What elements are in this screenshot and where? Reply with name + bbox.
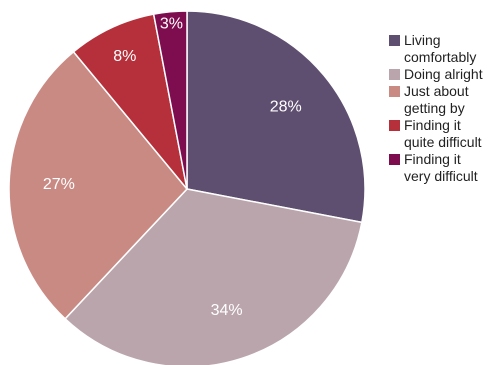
legend-item-2: Just about getting by — [389, 83, 501, 117]
pie-slice-4 — [152, 10, 188, 190]
legend-swatch — [389, 69, 400, 80]
legend-label: Finding it quite difficult — [404, 117, 482, 150]
pie-slice-2 — [8, 50, 188, 320]
legend-swatch — [389, 120, 400, 131]
legend-item-4: Finding it very difficult — [389, 151, 501, 185]
legend-swatch — [389, 35, 400, 46]
pie-slice-0 — [186, 10, 366, 224]
legend-swatch — [389, 154, 400, 165]
data-label-0: 28% — [270, 99, 302, 116]
pie-slice-3 — [72, 13, 188, 190]
legend-item-0: Living comfortably — [389, 32, 501, 66]
legend: Living comfortably Doing alright Just abou… — [389, 32, 501, 185]
legend-label: Doing alright — [404, 66, 483, 82]
pie-slice-1 — [64, 188, 363, 365]
data-label-4: 3% — [160, 15, 183, 32]
data-label-2: 27% — [43, 176, 75, 193]
data-label-3: 8% — [113, 48, 136, 65]
legend-item-1: Doing alright — [389, 66, 501, 83]
legend-label: Finding it very difficult — [404, 151, 478, 184]
legend-swatch — [389, 86, 400, 97]
legend-label: Just about getting by — [404, 83, 469, 116]
data-label-1: 34% — [211, 302, 243, 319]
legend-item-3: Finding it quite difficult — [389, 117, 501, 151]
legend-label: Living comfortably — [404, 32, 477, 65]
